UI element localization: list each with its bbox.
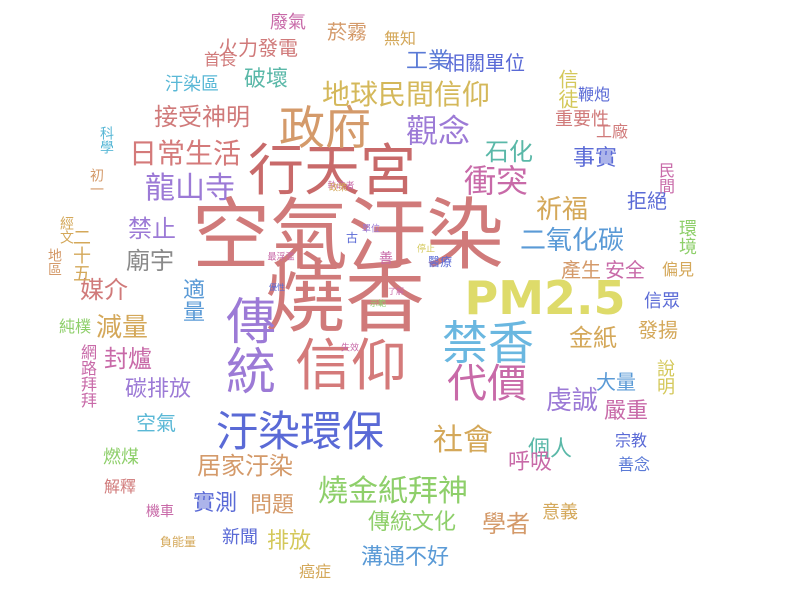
word-zhengfu: 政府 [279,101,371,155]
word-chunpu: 純樸 [58,317,92,336]
word-jiche: 機車 [146,504,174,520]
word-tingzhi: 停止 [416,244,436,255]
word-kongqi: 空氣 [136,411,176,435]
word-shuoming: 說明 [654,359,675,395]
word-gu: 古 [345,231,359,245]
word-daliang: 大量 [596,370,636,394]
word-kongqi-wuran: 空氣汙染 [191,191,505,281]
word-wuran-huanbao: 汙染環保 [215,407,385,456]
word-fenglu: 封爐 [104,345,152,373]
word-jinzhi2: 金紙 [569,324,617,352]
word-fuenergy: 負能量 [159,535,197,549]
word-wuzhi: 無知 [383,29,417,48]
word-huanjing: 環境 [676,219,697,255]
word-shixiao2: 示範 [370,299,386,308]
word-shishi: 事實 [572,146,618,171]
word-xinyang: 信仰 [295,334,407,399]
word-zhizheng: 執政者 [327,181,355,192]
word-jieshou: 接受神明 [154,103,250,131]
word-guannian: 觀念 [405,112,471,150]
word-xinzhong: 信眾 [644,291,680,312]
word-xuezhe: 學者 [482,510,530,538]
word-meijie: 媒介 [80,276,128,304]
word-daijia: 代價 [447,361,527,407]
word-miaoyu: 廟宇 [126,247,174,275]
word-jinzhi: 禁止 [128,215,176,243]
word-aizheng: 癌症 [298,562,332,581]
word-shan: 善 [379,251,393,267]
word-youxing: 優性 [269,283,285,292]
word-yiliao: 醫療 [427,255,453,269]
word-chongtu: 衝突 [463,162,529,200]
word-minjian: 民間 [656,162,675,194]
word-xingtiangong: 行天宮 [248,139,416,204]
word-xinwen: 新聞 [222,527,258,548]
word-shice: 實測 [192,491,238,516]
word-shiliang: 適量 [179,278,204,322]
word-richang: 日常生活 [128,137,242,170]
word-jinxiang: 禁香 [442,316,534,370]
word-pm25: PM2.5 [464,271,626,325]
word-bianpao: 鞭炮 [577,85,611,104]
word-jujue: 拒絕 [627,189,667,213]
word-zhengce: 政策 [328,183,348,194]
word-jieshi: 解釋 [103,477,137,496]
word-tanpaifang: 碳排放 [124,377,192,402]
word-chansheng: 產生 [561,258,601,282]
word-shihua: 石化 [485,138,533,166]
word-feiqi: 廢氣 [270,12,306,33]
word-gongchang: 工廠 [595,122,629,141]
word-shaojinzhi: 燒金紙拜神 [318,474,468,509]
word-xiangguan: 相關單位 [445,51,525,75]
word-pianjian: 偏見 [661,260,695,279]
word-goutong: 溝通不好 [360,545,450,570]
word-anquan: 安全 [605,258,645,282]
word-fayang: 發揚 [638,318,678,342]
word-shouzhang: 首長 [203,50,237,69]
word-zuihuai: 最浮濫 [267,252,295,263]
word-jianliang: 減量 [95,313,149,343]
word-wuranqu: 汙染區 [165,74,219,95]
word-yanzhong: 嚴重 [603,399,649,424]
word-shehui: 社會 [433,423,493,458]
word-chuantongwenhua: 傳統文化 [367,510,457,535]
word-geren: 個人 [527,437,573,462]
word-shaoxiang: 燒香 [265,251,425,344]
word-danwei: 單位 [361,224,381,235]
word-shixiao: 失效 [340,343,360,354]
word-qifu: 祈福 [535,195,589,225]
word-yiyi: 意義 [542,502,578,523]
word-diqiu: 地球民間信仰 [321,78,491,111]
word-qiancheng: 虔誠 [545,386,599,416]
word-xintu: 信徒 [555,69,579,109]
word-wanglu: 網路拜拜 [78,344,97,408]
word-huxi: 呼吸 [507,450,553,475]
word-chuyi: 初一 [88,168,104,196]
word-diyu: 地區 [46,248,62,276]
word-kexue: 科學 [98,126,114,154]
word-zongjiao: 宗教 [614,431,648,450]
word-ranmei: 燃煤 [103,447,139,468]
word-ershiwu: 二十五 [70,228,91,282]
word-huoli: 火力發電 [218,36,298,60]
word-yanwu: 菸霧 [327,20,367,44]
word-jingwen: 經文 [58,216,74,244]
word-eryanghuatan: 二氧化碳 [519,226,625,256]
word-wenti: 問題 [249,493,295,518]
word-gongye: 工業 [405,49,451,74]
word-paifang: 排放 [266,529,312,554]
word-shannian: 善念 [617,455,651,474]
word-liaojie: 了解 [388,287,404,296]
word-pohuai: 破壞 [243,67,289,92]
word-longshansi: 龍山寺 [145,171,235,206]
word-zhongyaoxing: 重要性 [555,109,609,130]
word-chuantong: 傳統 [218,295,276,395]
word-jiashi: 居家汙染 [197,452,293,480]
